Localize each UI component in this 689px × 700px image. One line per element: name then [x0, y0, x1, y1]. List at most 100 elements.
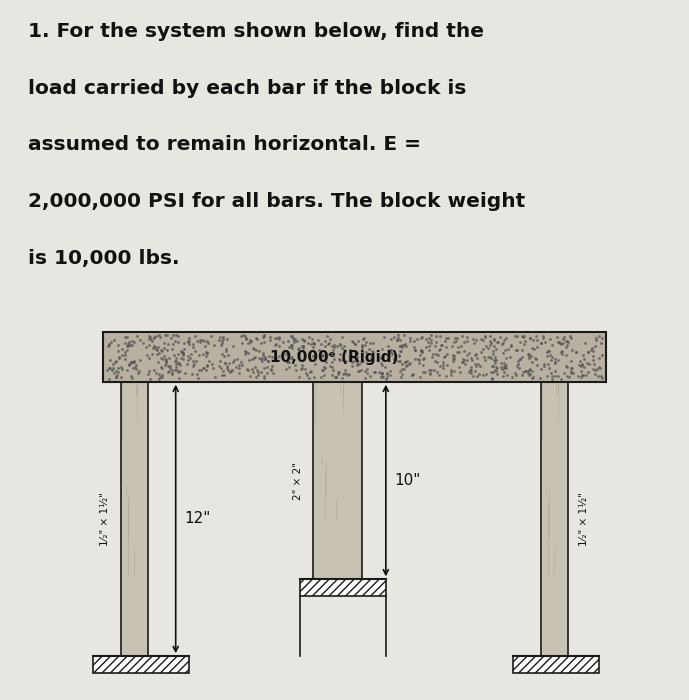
Text: is 10,000 lbs.: is 10,000 lbs. — [28, 248, 179, 268]
Point — [145, 332, 156, 343]
Point — [302, 369, 313, 380]
Point — [216, 335, 227, 346]
Point — [155, 332, 166, 343]
Point — [213, 360, 224, 372]
Point — [193, 364, 204, 375]
Point — [557, 337, 568, 349]
Point — [243, 337, 254, 349]
Point — [582, 346, 593, 357]
Point — [570, 346, 582, 358]
Point — [304, 351, 315, 363]
Point — [543, 358, 554, 369]
Point — [338, 344, 349, 355]
Point — [552, 371, 563, 382]
Point — [448, 350, 459, 361]
Point — [566, 365, 577, 376]
Point — [519, 338, 530, 349]
Point — [389, 353, 400, 364]
Point — [558, 367, 569, 378]
Point — [490, 364, 501, 375]
Point — [189, 345, 200, 356]
Point — [476, 346, 487, 357]
Text: 10": 10" — [394, 473, 420, 488]
Point — [194, 335, 205, 346]
Point — [499, 344, 510, 356]
Point — [485, 335, 496, 346]
Point — [356, 356, 367, 368]
Point — [167, 368, 178, 379]
Point — [366, 353, 377, 364]
Point — [204, 356, 215, 367]
Point — [176, 353, 187, 364]
Point — [382, 341, 393, 352]
Point — [283, 362, 294, 373]
Point — [267, 360, 278, 372]
Point — [579, 361, 590, 372]
Point — [171, 330, 182, 341]
Point — [203, 337, 214, 349]
Point — [491, 355, 502, 366]
Point — [192, 368, 203, 379]
Point — [376, 352, 387, 363]
Point — [258, 372, 269, 384]
Point — [269, 353, 280, 364]
Point — [214, 332, 225, 343]
Point — [200, 346, 212, 358]
Point — [187, 360, 198, 371]
Point — [258, 337, 269, 348]
Point — [515, 354, 526, 365]
Point — [407, 368, 418, 379]
Point — [319, 355, 330, 366]
Point — [187, 356, 198, 367]
Point — [471, 370, 482, 382]
Point — [334, 338, 345, 349]
Point — [385, 344, 396, 356]
Point — [440, 350, 451, 361]
Point — [369, 366, 380, 377]
Bar — [103, 332, 606, 382]
Point — [159, 359, 170, 370]
Point — [333, 366, 344, 377]
Point — [481, 368, 492, 379]
Point — [550, 370, 561, 382]
Point — [200, 365, 212, 376]
Point — [582, 367, 593, 378]
Point — [127, 339, 138, 350]
Point — [175, 365, 186, 377]
Point — [336, 372, 347, 384]
Point — [356, 364, 367, 375]
Point — [307, 350, 318, 361]
Point — [104, 373, 115, 384]
Point — [379, 332, 390, 343]
Point — [400, 339, 411, 350]
Point — [304, 372, 315, 384]
Point — [415, 332, 426, 344]
Point — [132, 330, 143, 342]
Point — [597, 332, 608, 343]
Point — [183, 339, 194, 350]
Point — [555, 339, 566, 350]
Point — [261, 361, 272, 372]
Point — [282, 335, 294, 346]
Point — [579, 338, 590, 349]
Point — [391, 335, 402, 346]
Point — [183, 351, 194, 362]
Point — [340, 364, 351, 375]
Point — [361, 368, 372, 379]
Point — [157, 369, 168, 380]
Point — [466, 352, 477, 363]
Point — [166, 343, 177, 354]
Point — [103, 363, 114, 374]
Point — [338, 368, 349, 379]
Point — [426, 365, 437, 376]
Point — [237, 337, 248, 348]
Point — [299, 363, 310, 374]
Point — [173, 337, 184, 348]
Point — [199, 363, 210, 374]
Point — [455, 341, 466, 352]
Point — [134, 354, 145, 365]
Point — [484, 340, 495, 351]
Point — [110, 371, 121, 382]
Point — [245, 336, 256, 347]
Point — [316, 365, 327, 376]
